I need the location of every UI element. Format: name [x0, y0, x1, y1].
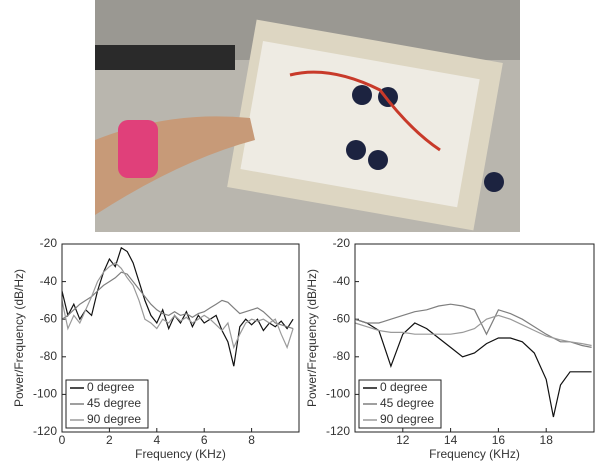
x-axis-label: Frequency (KHz)	[429, 447, 520, 461]
legend-label: 45 degree	[380, 396, 434, 410]
legend-label: 90 degree	[380, 412, 434, 426]
y-tick-label: -100	[326, 387, 350, 401]
y-tick-label: -100	[33, 387, 57, 401]
y-tick-label: -80	[333, 349, 351, 363]
y-tick-label: -20	[333, 236, 351, 250]
x-tick-label: 16	[492, 433, 506, 447]
x-axis-label: Frequency (KHz)	[135, 447, 226, 461]
page: {"chart_data": [ {"type": "line", "xlabe…	[0, 0, 596, 466]
x-tick-label: 14	[444, 433, 458, 447]
y-axis-label: Power/Frequency (dB/Hz)	[305, 269, 319, 407]
y-tick-label: -60	[333, 311, 351, 325]
legend-label: 90 degree	[87, 412, 141, 426]
line-series	[62, 263, 293, 348]
y-tick-label: -120	[33, 424, 57, 438]
y-tick-label: -80	[40, 349, 58, 363]
y-tick-label: -60	[40, 311, 58, 325]
line-series	[62, 248, 293, 366]
y-tick-label: -20	[40, 236, 58, 250]
line-series	[355, 304, 592, 347]
legend-label: 0 degree	[87, 380, 135, 394]
x-tick-label: 6	[201, 433, 208, 447]
x-tick-label: 8	[248, 433, 255, 447]
x-tick-label: 18	[540, 433, 554, 447]
legend-label: 45 degree	[87, 396, 141, 410]
y-tick-label: -40	[333, 274, 351, 288]
legend-label: 0 degree	[380, 380, 428, 394]
y-axis-label: Power/Frequency (dB/Hz)	[12, 269, 26, 407]
y-tick-label: -40	[40, 274, 58, 288]
x-tick-label: 12	[396, 433, 410, 447]
photo	[95, 0, 520, 232]
y-tick-label: -120	[326, 424, 350, 438]
x-tick-label: 4	[153, 433, 160, 447]
figure: -120 -100 -80 -60 -40 -20 0 2 4 6 8 Frequency (KHz)…	[0, 0, 596, 466]
x-tick-label: 2	[106, 433, 113, 447]
x-tick-label: 0	[59, 433, 66, 447]
